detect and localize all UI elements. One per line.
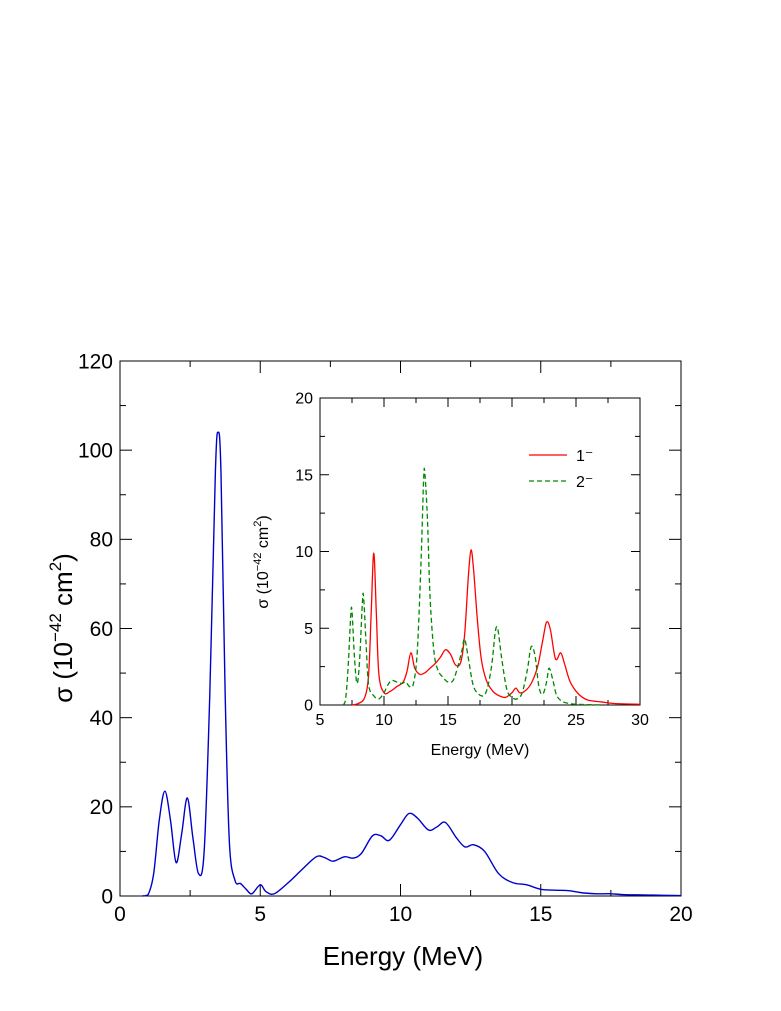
inset-y-tick-label: 0 [304,698,313,715]
main-x-tick-label: 20 [669,903,692,926]
main-y-tick-label: 0 [101,885,113,908]
legend-label-1minus: 1⁻ [576,448,593,465]
main-y-tick-label: 20 [90,796,113,819]
inset-series-line-1 [342,467,602,706]
main-x-axis-label: Energy (MeV) [323,941,483,971]
inset-x-tick-label: 30 [631,712,649,729]
main-x-tick-label: 0 [114,903,126,926]
main-y-tick-label: 60 [90,618,113,641]
main-y-axis-label: σ (10−42 cm2) [46,553,78,703]
inset-x-tick-label: 25 [567,712,585,729]
inset-y-tick-label: 20 [295,391,313,408]
main-y-tick-label: 80 [90,529,113,552]
main-x-tick-label: 15 [529,903,552,926]
main-y-tick-label: 120 [78,350,113,373]
main-x-tick-label: 10 [389,903,412,926]
main-series-layer [142,431,682,897]
inset-series-line-0 [351,549,641,706]
inset-y-tick-label: 5 [304,621,313,638]
inset-series-layer [342,467,641,706]
inset-x-ticks: 5 10 15 20 25 30 [316,398,649,729]
legend-label-2minus: 2⁻ [576,474,593,491]
inset-y-tick-label: 15 [295,467,313,484]
inset-plot-background [320,398,640,705]
main-series-line-0 [142,431,682,897]
inset-x-tick-label: 5 [316,712,325,729]
inset-y-tick-label: 10 [295,544,313,561]
main-y-tick-label: 100 [78,440,113,463]
inset-y-ticks: 0 5 10 15 20 [295,391,640,715]
inset-x-tick-label: 15 [439,712,457,729]
main-x-ticks: 0 5 10 15 20 [114,361,693,926]
inset-x-tick-label: 10 [375,712,393,729]
inset-legend: 1⁻ 2⁻ [529,448,593,491]
main-y-tick-label: 40 [90,707,113,730]
main-x-tick-label: 5 [254,903,266,926]
inset-x-tick-label: 20 [503,712,521,729]
inset-y-axis-label: σ (10−42 cm2) [252,515,272,608]
inset-x-axis-label: Energy (MeV) [431,742,530,759]
